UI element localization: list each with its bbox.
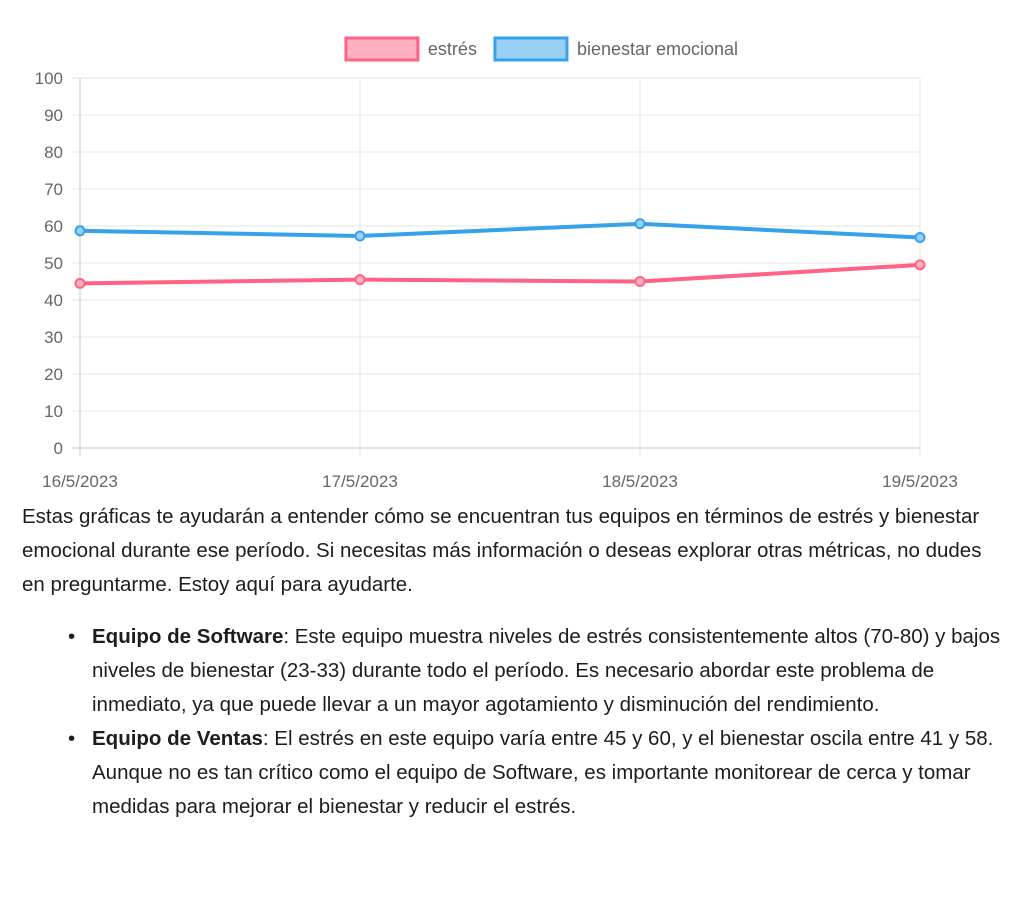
- line-chart: 0 10 20 30 40 50 60 70 80 90 100 16/5/2023 17/5/2023…: [35, 36, 958, 491]
- y-tick-label: 60: [44, 217, 63, 236]
- y-tick-label: 100: [35, 69, 63, 88]
- data-point-1-1: [354, 230, 366, 242]
- data-point-0-0: [74, 277, 86, 289]
- data-point-1-0: [74, 225, 86, 237]
- bullet-icon: •: [68, 727, 76, 750]
- series-line-0: [78, 262, 922, 286]
- bullet-icon: •: [68, 625, 76, 648]
- x-tick-label: 19/5/2023: [882, 472, 958, 491]
- y-tick-label: 10: [44, 402, 63, 421]
- legend-swatch-0: [344, 36, 420, 62]
- legend-swatch-1: [493, 36, 569, 62]
- y-tick-label: 80: [44, 143, 63, 162]
- y-tick-label: 70: [44, 180, 63, 199]
- list-item-heading: Equipo de Ventas: [92, 727, 263, 750]
- x-tick-label: 17/5/2023: [322, 472, 398, 491]
- data-point-0-1: [354, 274, 366, 286]
- list-item-text: : Este equipo muestra niveles de estrés …: [92, 625, 1001, 716]
- y-tick-label: 40: [44, 291, 63, 310]
- data-point-1-3: [914, 231, 926, 243]
- x-tick-label: 16/5/2023: [42, 472, 118, 491]
- response-text: Estas gráficas te ayudarán a entender có…: [22, 500, 1002, 824]
- list-item-ventas: • Equipo de Ventas: El estrés en este equ…: [68, 722, 1002, 824]
- chart-container: 0 10 20 30 40 50 60 70 80 90 100 16/5/2023 17/5/2023…: [35, 36, 958, 491]
- list-item-software: • Equipo de Software: Este equipo muestra…: [68, 620, 1002, 722]
- y-tick-label: 90: [44, 106, 63, 125]
- data-point-0-3: [914, 259, 926, 271]
- team-list: • Equipo de Software: Este equipo muestra…: [22, 620, 1002, 824]
- list-item-heading: Equipo de Software: [92, 625, 284, 648]
- data-point-1-2: [634, 218, 646, 230]
- x-tick-label: 18/5/2023: [602, 472, 678, 491]
- data-point-0-2: [634, 276, 646, 287]
- y-tick-label: 50: [44, 254, 63, 273]
- legend-label: estrés: [428, 39, 477, 59]
- intro-paragraph: Estas gráficas te ayudarán a entender có…: [22, 505, 982, 596]
- y-tick-label: 30: [44, 328, 63, 347]
- y-tick-label: 0: [54, 439, 63, 458]
- series-line-1: [78, 221, 922, 240]
- list-item-text: : El estrés en este equipo varía entre 4…: [92, 727, 994, 818]
- legend-label: bienestar emocional: [577, 39, 738, 59]
- y-tick-label: 20: [44, 365, 63, 384]
